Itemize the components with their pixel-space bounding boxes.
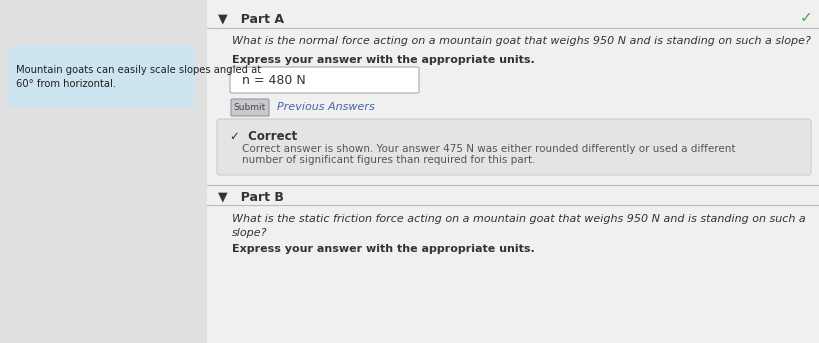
Text: What is the static friction force acting on a mountain goat that weighs 950 N an: What is the static friction force acting… [232, 214, 805, 224]
FancyBboxPatch shape [217, 119, 810, 175]
FancyBboxPatch shape [229, 67, 419, 93]
Text: What is the normal force acting on a mountain goat that weighs 950 N and is stan: What is the normal force acting on a mou… [232, 36, 810, 46]
Text: slope?: slope? [232, 228, 267, 238]
Text: Previous Answers: Previous Answers [277, 103, 374, 113]
Text: Submit: Submit [233, 103, 266, 112]
Text: Correct answer is shown. Your answer 475 N was either rounded differently or use: Correct answer is shown. Your answer 475… [242, 144, 735, 154]
Text: number of significant figures than required for this part.: number of significant figures than requi… [242, 155, 535, 165]
Text: ✓: ✓ [799, 10, 811, 25]
Text: ✓  Correct: ✓ Correct [229, 130, 297, 143]
Text: ▼   Part A: ▼ Part A [218, 12, 283, 25]
Text: Mountain goats can easily scale slopes angled at
60° from horizontal.: Mountain goats can easily scale slopes a… [16, 64, 260, 90]
Text: Express your answer with the appropriate units.: Express your answer with the appropriate… [232, 55, 534, 65]
Text: ▼   Part B: ▼ Part B [218, 190, 283, 203]
Text: Express your answer with the appropriate units.: Express your answer with the appropriate… [232, 244, 534, 254]
FancyBboxPatch shape [8, 46, 194, 108]
FancyBboxPatch shape [231, 99, 269, 116]
Text: n = 480 N: n = 480 N [242, 73, 305, 86]
FancyBboxPatch shape [206, 0, 819, 343]
